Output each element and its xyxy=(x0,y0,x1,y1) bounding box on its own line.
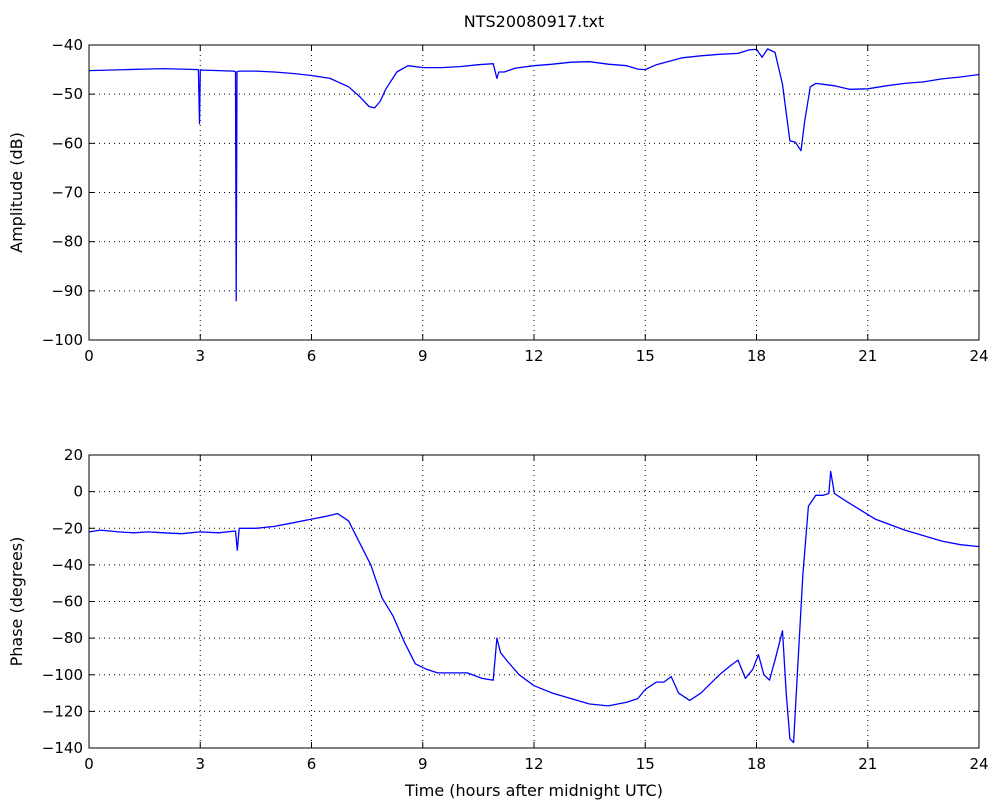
amplitude-y-tick-label: −70 xyxy=(51,184,83,202)
amplitude-x-tick-label: 18 xyxy=(747,347,766,365)
phase-x-tick-label: 24 xyxy=(969,755,988,773)
phase-x-tick-label: 0 xyxy=(84,755,94,773)
phase-x-tick-label: 9 xyxy=(418,755,428,773)
amplitude-y-axis-title: Amplitude (dB) xyxy=(7,132,26,253)
phase-y-tick-label: −80 xyxy=(51,629,83,647)
x-axis-title: Time (hours after midnight UTC) xyxy=(404,781,663,800)
phase-x-tick-label: 15 xyxy=(636,755,655,773)
phase-x-tick-label: 12 xyxy=(524,755,543,773)
phase-y-axis-title: Phase (degrees) xyxy=(7,537,26,667)
amplitude-x-tick-label: 15 xyxy=(636,347,655,365)
phase-x-tick-label: 6 xyxy=(307,755,317,773)
phase-plot: 0 3 6 9 12 15 18 21 24 20 0 −20 −40 −60 −80 −100 −120 −14… xyxy=(7,446,989,773)
phase-x-tick-label: 18 xyxy=(747,755,766,773)
amplitude-x-tick-label: 0 xyxy=(84,347,94,365)
phase-y-tick-label: −40 xyxy=(51,556,83,574)
phase-x-tick-label: 3 xyxy=(195,755,205,773)
phase-y-tick-label: −120 xyxy=(42,702,83,720)
phase-y-tick-label: −100 xyxy=(42,666,83,684)
amplitude-y-tick-label: −90 xyxy=(51,282,83,300)
amplitude-x-tick-label: 21 xyxy=(858,347,877,365)
phase-x-tick-label: 21 xyxy=(858,755,877,773)
amplitude-y-tick-label: −60 xyxy=(51,134,83,152)
phase-y-tick-label: −140 xyxy=(42,739,83,757)
amplitude-x-tick-label: 12 xyxy=(524,347,543,365)
amplitude-x-tick-label: 6 xyxy=(307,347,317,365)
amplitude-x-tick-label: 9 xyxy=(418,347,428,365)
amplitude-plot: 0 3 6 9 12 15 18 21 24 −40 −50 −60 −70 −80 −90 −100 Ampl… xyxy=(7,36,989,365)
phase-y-tick-label: −20 xyxy=(51,519,83,537)
amplitude-y-tick-label: −40 xyxy=(51,36,83,54)
amplitude-x-tick-label: 24 xyxy=(969,347,988,365)
amplitude-series-line xyxy=(88,48,980,302)
chart-title: NTS20080917.txt xyxy=(464,12,604,31)
phase-series-line xyxy=(88,470,980,744)
phase-y-tick-label: 0 xyxy=(73,483,83,501)
amplitude-y-tick-label: −80 xyxy=(51,233,83,251)
phase-y-tick-label: 20 xyxy=(64,446,83,464)
amplitude-y-tick-label: −50 xyxy=(51,85,83,103)
amplitude-y-tick-label: −100 xyxy=(42,331,83,349)
phase-y-tick-label: −60 xyxy=(51,593,83,611)
amplitude-x-tick-label: 3 xyxy=(195,347,205,365)
